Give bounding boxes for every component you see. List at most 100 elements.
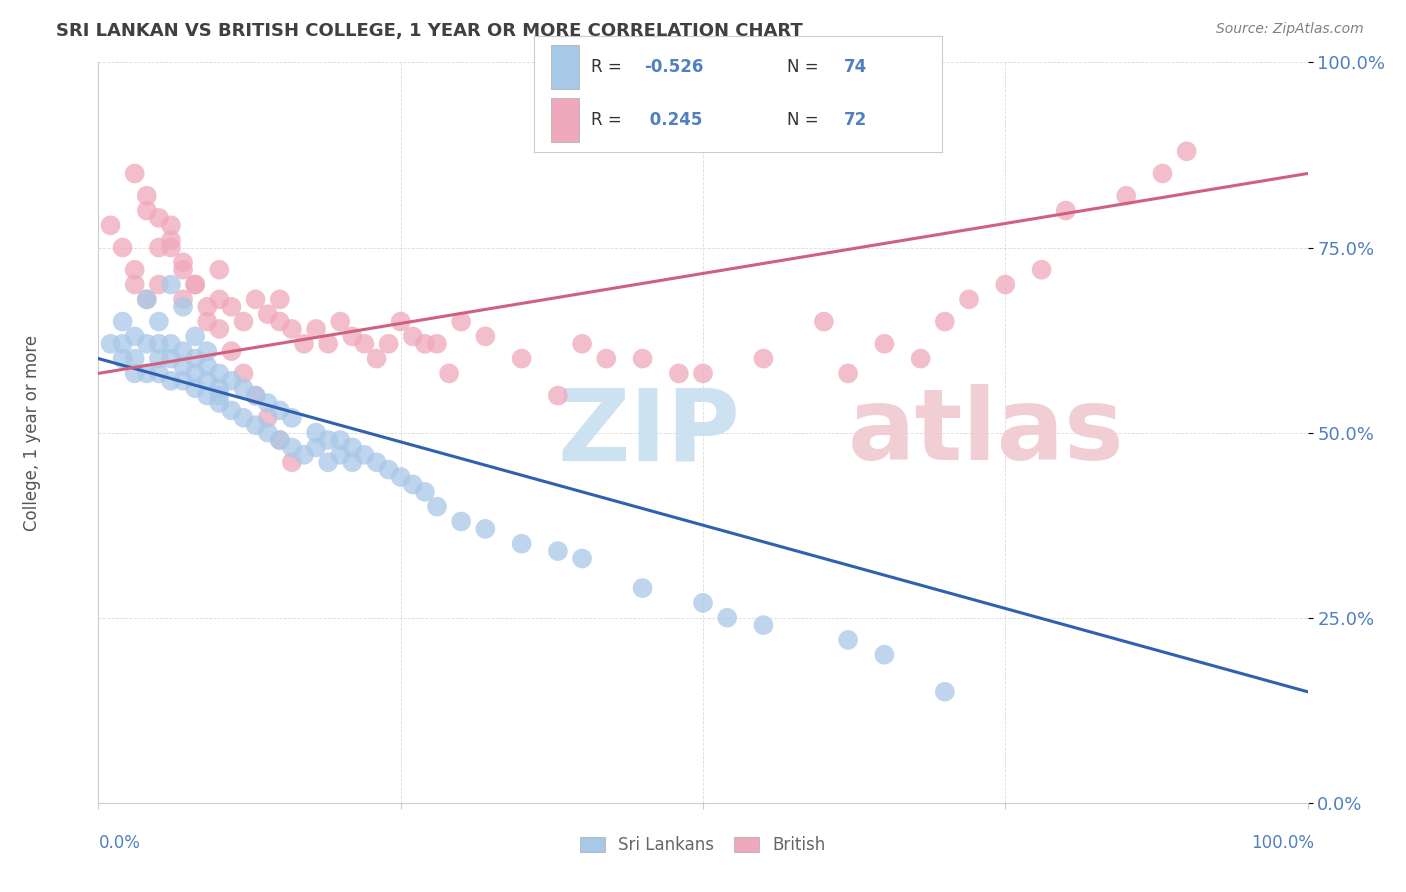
Point [377,336,399,351]
Point [873,336,896,351]
Text: 0.245: 0.245 [644,112,703,129]
Point [437,367,460,381]
Point [124,262,146,277]
Point [547,544,569,558]
Point [100,336,122,351]
Text: 72: 72 [844,112,868,129]
Point [160,277,183,292]
Point [342,455,364,469]
Point [269,403,291,417]
Point [281,322,304,336]
Point [160,240,183,255]
Point [1152,166,1174,180]
Point [208,388,231,402]
Point [208,322,231,336]
Point [160,219,183,233]
Point [111,314,134,328]
Point [353,336,375,351]
Point [342,329,364,343]
Point [148,211,170,225]
Point [160,351,183,366]
Point [195,344,218,359]
Point [837,367,859,381]
Point [305,441,328,455]
Point [184,277,207,292]
Point [377,462,399,476]
FancyBboxPatch shape [551,98,579,143]
Point [195,374,218,388]
Point [316,433,339,447]
Point [402,477,425,491]
Point [124,329,146,343]
Point [571,551,593,566]
Point [342,441,364,455]
Point [135,203,157,218]
Point [245,388,267,402]
Point [631,581,654,595]
Point [160,233,183,247]
Point [172,293,194,307]
Point [329,433,352,447]
Point [353,448,375,462]
Point [148,351,170,366]
Point [269,433,291,447]
Point [135,188,157,202]
Point [329,448,352,462]
Point [837,632,859,647]
Point [111,336,134,351]
Point [366,455,388,469]
Point [148,240,170,255]
Point [389,314,412,328]
Point [281,455,304,469]
Point [100,219,122,233]
Point [172,359,194,373]
Text: N =: N = [787,112,824,129]
Point [752,351,775,366]
Point [232,381,254,395]
Text: Source: ZipAtlas.com: Source: ZipAtlas.com [1216,22,1364,37]
Point [135,293,157,307]
Text: College, 1 year or more: College, 1 year or more [22,334,41,531]
Text: ZIP: ZIP [558,384,741,481]
Point [172,300,194,314]
Point [208,293,231,307]
Point [208,396,231,410]
Point [426,336,449,351]
Point [160,374,183,388]
Text: 100.0%: 100.0% [1251,834,1315,852]
Point [957,293,980,307]
Point [172,344,194,359]
Point [221,344,243,359]
Point [124,351,146,366]
Point [595,351,617,366]
Point [124,367,146,381]
Point [450,314,472,328]
Point [195,300,218,314]
Point [245,418,267,433]
Point [208,367,231,381]
Point [232,367,254,381]
Point [1054,203,1077,218]
Point [256,396,278,410]
Point [389,470,412,484]
Point [148,277,170,292]
Point [269,293,291,307]
Point [111,240,134,255]
Point [172,255,194,269]
Point [184,381,207,395]
Point [413,484,436,499]
Point [910,351,932,366]
Point [305,322,328,336]
Point [148,336,170,351]
Point [135,293,157,307]
Point [148,367,170,381]
Point [1031,262,1053,277]
Point [305,425,328,440]
Text: N =: N = [787,58,824,76]
Point [135,336,157,351]
Point [510,536,533,550]
Point [316,455,339,469]
Legend: Sri Lankans, British: Sri Lankans, British [574,830,832,861]
Point [160,336,183,351]
Point [281,441,304,455]
